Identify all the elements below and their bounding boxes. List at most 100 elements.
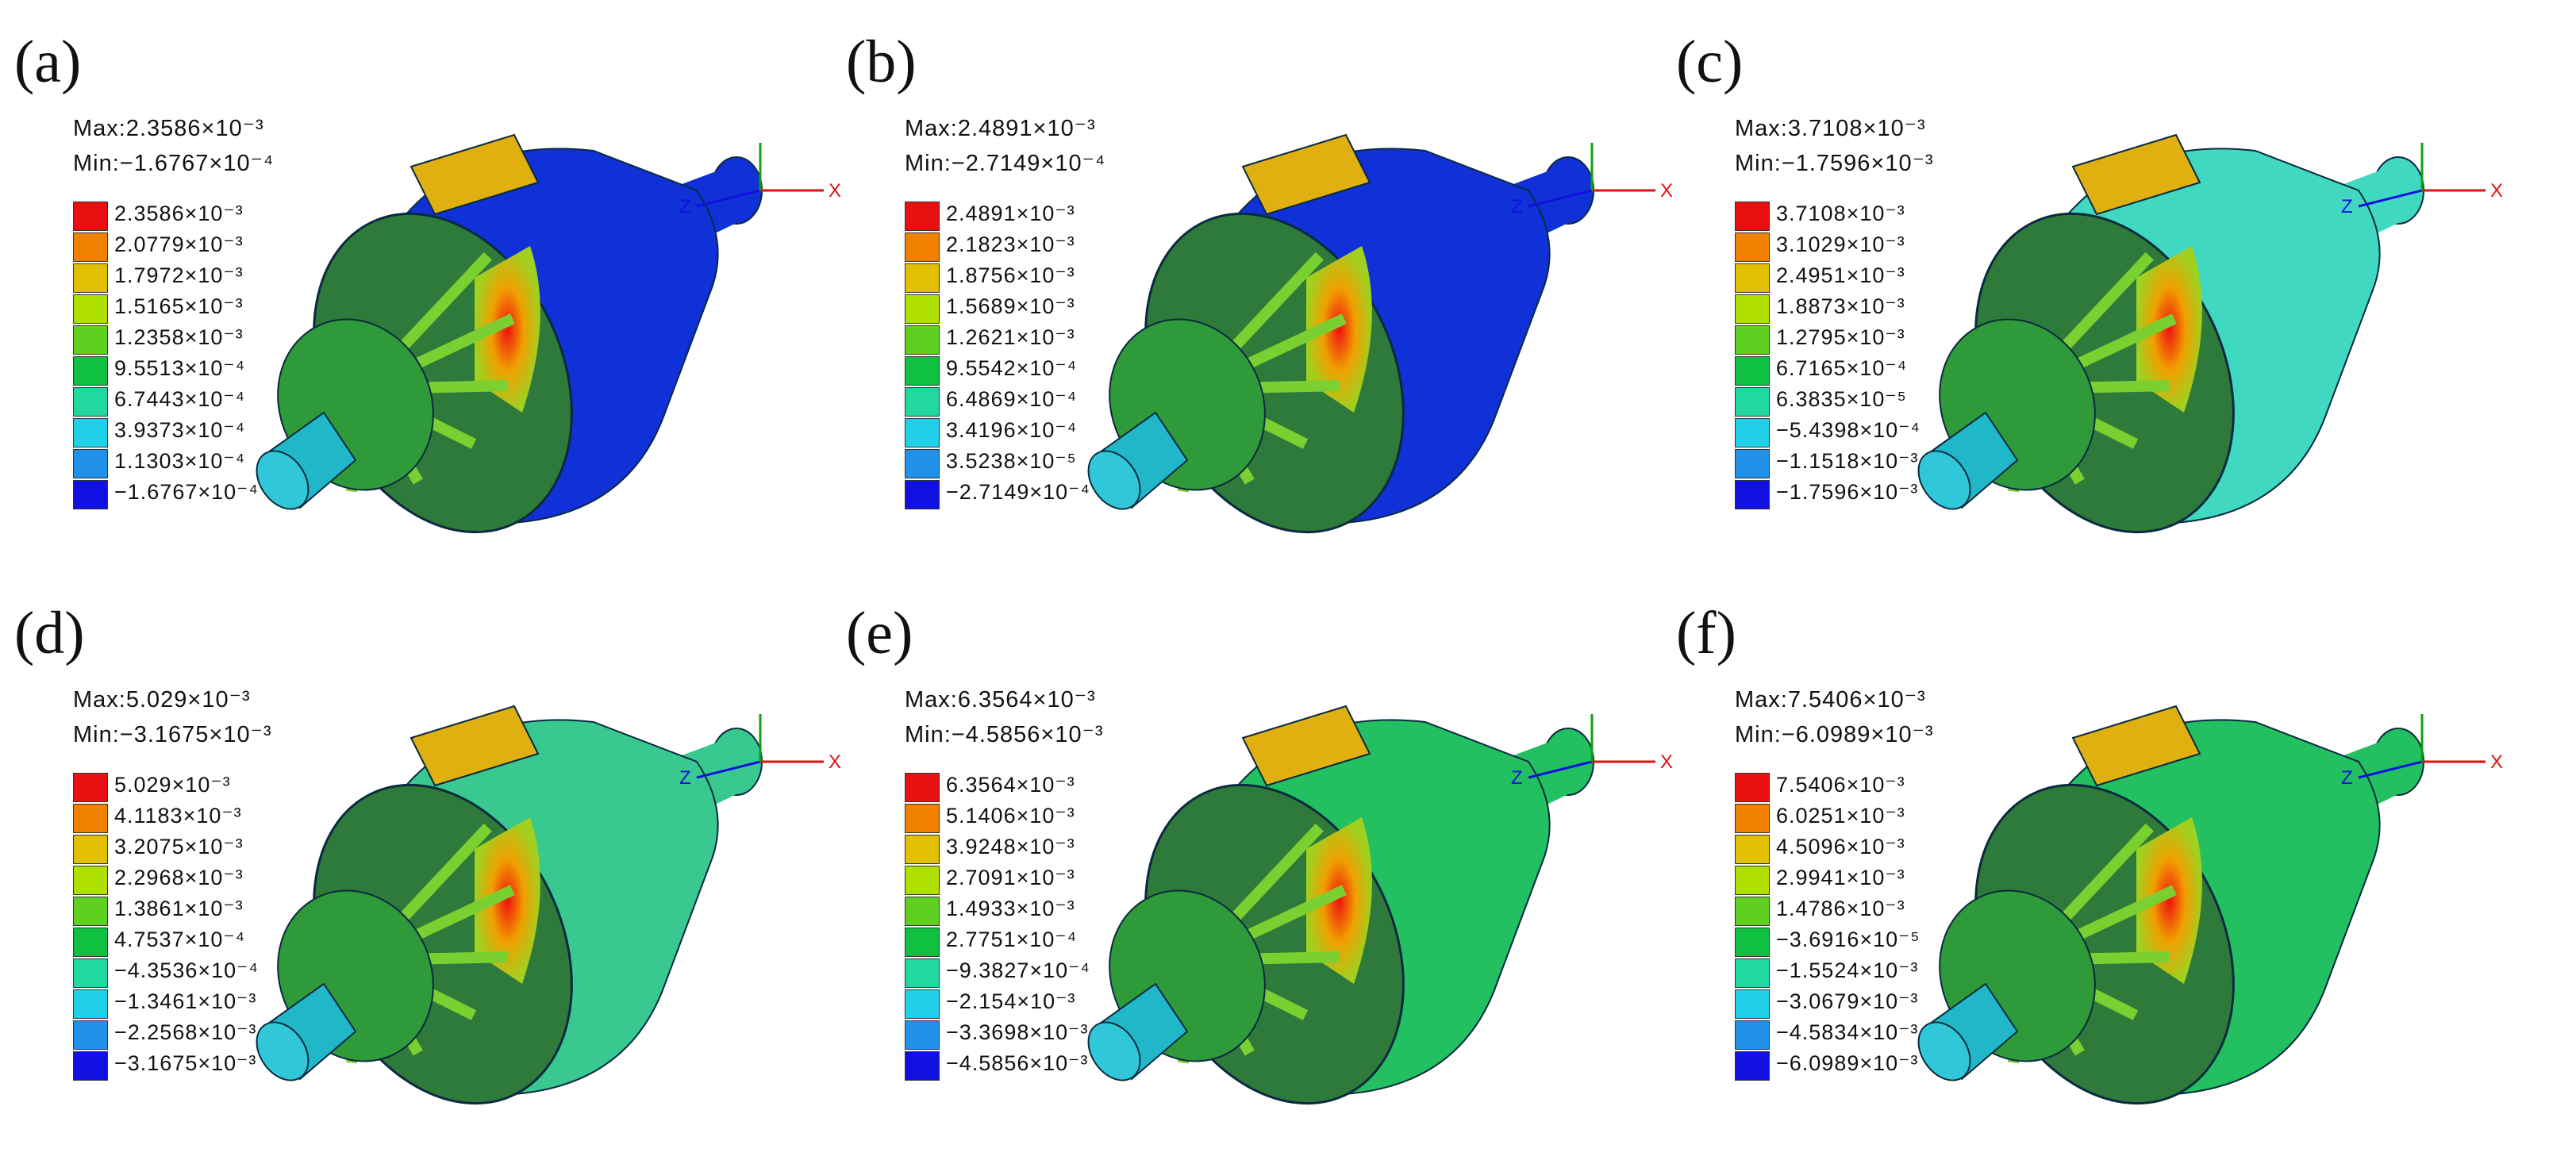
- legend-swatch: [905, 773, 940, 802]
- legend-swatch: [905, 449, 940, 478]
- shaft-end: [256, 450, 310, 510]
- x-axis-label: X: [2490, 751, 2503, 773]
- legend-swatch: [905, 480, 940, 509]
- legend-swatch: [1735, 1051, 1770, 1081]
- legend-swatch: [1735, 202, 1770, 231]
- legend-tick-label: 1.5165×10⁻³: [114, 294, 244, 318]
- top-window: [1241, 705, 1371, 787]
- legend-tick-label: 1.5689×10⁻³: [946, 294, 1075, 318]
- legend-swatch: [905, 418, 940, 447]
- max-min-readout: Max:3.7108×10⁻³ Min:−1.7596×10⁻³: [1735, 111, 1934, 181]
- legend-tick-label: 1.4786×10⁻³: [1776, 897, 1905, 920]
- legend-swatch: [1735, 418, 1770, 447]
- legend-tick-label: 3.7108×10⁻³: [1776, 202, 1905, 225]
- legend-swatch: [1735, 989, 1770, 1019]
- z-axis-label: Z: [2341, 767, 2353, 789]
- min-value: Min:−4.5856×10⁻³: [905, 722, 1104, 747]
- legend-tick-label: 1.3861×10⁻³: [114, 897, 244, 920]
- top-window: [409, 705, 540, 787]
- panel-f: (f) Max:7.5406×10⁻³ Min:−6.0989×10⁻³ 7.5406…: [1676, 603, 2503, 1158]
- legend-tick-label: 1.7972×10⁻³: [114, 263, 244, 287]
- legend-tick-label: 6.0251×10⁻³: [1776, 804, 1905, 828]
- legend-swatch: [905, 1051, 940, 1081]
- rotor-model: XZ: [1917, 133, 2503, 534]
- legend-swatch: [73, 325, 108, 355]
- legend-swatch: [73, 232, 108, 262]
- max-value: Max:7.5406×10⁻³: [1735, 687, 1926, 713]
- legend-swatch: [73, 958, 108, 988]
- legend-tick-label: 6.3564×10⁻³: [946, 773, 1075, 797]
- legend-tick-label: −2.154×10⁻³: [946, 989, 1076, 1013]
- legend-swatch: [73, 480, 108, 509]
- rotor-model: XZ: [1087, 133, 1673, 534]
- z-axis-arrow: [2358, 760, 2423, 779]
- legend-swatch: [905, 294, 940, 324]
- shaft-end: [1917, 1021, 1971, 1081]
- z-axis-arrow: [2358, 189, 2423, 208]
- panel-e: (e) Max:6.3564×10⁻³ Min:−4.5856×10⁻³ 6.3564…: [846, 600, 1673, 1158]
- legend-tick-label: 1.1303×10⁻⁴: [114, 449, 246, 473]
- legend-tick-label: 1.4933×10⁻³: [946, 897, 1075, 920]
- legend-tick-label: −3.1675×10⁻³: [114, 1051, 257, 1075]
- z-axis-arrow: [696, 189, 761, 208]
- legend-swatch: [905, 804, 940, 833]
- legend-tick-label: 6.3835×10⁻⁵: [1776, 387, 1907, 411]
- legend-swatch: [905, 989, 940, 1019]
- panel-a: (a) Max:2.3586×10⁻³ Min:−1.6767×10⁻⁴ 2.3586…: [14, 32, 841, 587]
- max-value: Max:3.7108×10⁻³: [1735, 116, 1926, 141]
- panel-label: (e): [846, 600, 913, 666]
- legend-tick-label: 7.5406×10⁻³: [1776, 773, 1905, 797]
- legend-swatch: [1735, 263, 1770, 293]
- legend-tick-label: −3.6916×10⁻⁵: [1776, 928, 1920, 951]
- legend-tick-label: −1.6767×10⁻⁴: [114, 480, 260, 504]
- legend-tick-label: 4.1183×10⁻³: [114, 804, 242, 828]
- legend-tick-label: −1.7596×10⁻³: [1776, 480, 1919, 504]
- legend-swatch: [1735, 835, 1770, 864]
- max-value: Max:5.029×10⁻³: [73, 687, 251, 713]
- legend-swatch: [905, 356, 940, 386]
- legend-swatch: [73, 1020, 108, 1050]
- legend-swatch: [1735, 928, 1770, 957]
- legend-swatch: [1735, 325, 1770, 355]
- legend-swatch: [905, 1020, 940, 1050]
- legend-tick-label: 3.1029×10⁻³: [1776, 232, 1905, 256]
- legend-tick-label: 9.5513×10⁻⁴: [114, 356, 246, 380]
- min-value: Min:−2.7149×10⁻⁴: [905, 151, 1106, 176]
- legend-swatch: [1735, 866, 1770, 895]
- x-axis-label: X: [1660, 751, 1673, 773]
- legend-tick-label: 6.7443×10⁻⁴: [114, 387, 246, 411]
- legend-tick-label: −3.3698×10⁻³: [946, 1020, 1089, 1044]
- max-value: Max:2.4891×10⁻³: [905, 116, 1096, 141]
- legend-swatch: [905, 387, 940, 417]
- z-axis-label: Z: [2341, 196, 2353, 217]
- min-value: Min:−6.0989×10⁻³: [1735, 722, 1934, 747]
- legend-swatch: [905, 897, 940, 926]
- z-axis-label: Z: [679, 767, 691, 789]
- shaft-end: [1087, 450, 1141, 510]
- legend-tick-label: 9.5542×10⁻⁴: [946, 356, 1078, 380]
- z-axis-label: Z: [1511, 196, 1523, 217]
- legend-swatch: [73, 202, 108, 231]
- legend-swatch: [73, 356, 108, 386]
- legend-tick-label: 3.9373×10⁻⁴: [114, 418, 246, 442]
- legend-swatch: [1735, 773, 1770, 802]
- legend-tick-label: 1.2795×10⁻³: [1776, 325, 1905, 349]
- legend-tick-label: −2.7149×10⁻⁴: [946, 480, 1091, 504]
- shaft-end: [256, 1021, 310, 1081]
- legend-tick-label: 1.2358×10⁻³: [114, 325, 244, 349]
- legend-swatch: [905, 928, 940, 957]
- x-axis-label: X: [1660, 180, 1673, 202]
- legend-swatch: [73, 866, 108, 895]
- legend-swatch: [905, 325, 940, 355]
- legend-tick-label: 6.7165×10⁻⁴: [1776, 356, 1908, 380]
- z-axis-arrow: [1528, 760, 1593, 779]
- legend-swatch: [73, 418, 108, 447]
- stress-hotspot: [2136, 817, 2202, 984]
- z-axis-arrow: [1528, 189, 1593, 208]
- legend-swatch: [905, 835, 940, 864]
- legend-tick-label: −1.1518×10⁻³: [1776, 449, 1919, 473]
- rotor-model: XZ: [256, 133, 841, 534]
- legend-swatch: [1735, 480, 1770, 509]
- legend-tick-label: 6.4869×10⁻⁴: [946, 387, 1078, 411]
- legend-swatch: [1735, 294, 1770, 324]
